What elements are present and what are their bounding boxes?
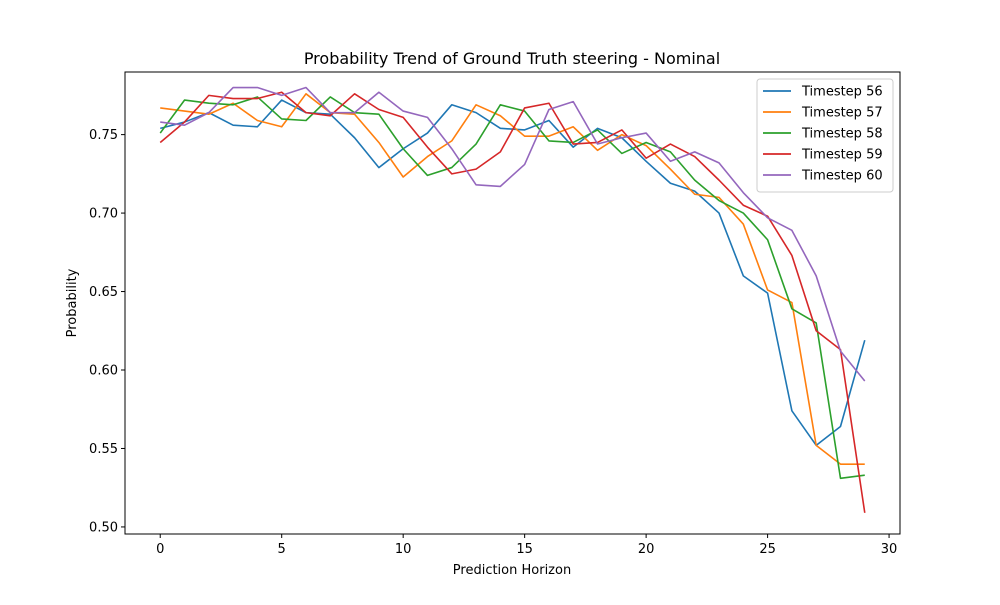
y-axis-label: Probability (65, 268, 80, 337)
x-tick-label: 15 (516, 542, 533, 557)
legend-entry-label: Timestep 57 (801, 106, 883, 121)
x-tick-label: 20 (638, 542, 655, 557)
legend-entry-label: Timestep 59 (801, 148, 883, 163)
axes-frame (124, 71, 901, 535)
x-axis: 0 5 10 15 20 25 30 (156, 534, 897, 557)
y-tick-label: 0.75 (89, 128, 118, 143)
y-tick-label: 0.65 (89, 285, 118, 300)
x-axis-label: Prediction Horizon (453, 563, 571, 578)
legend-box (756, 78, 894, 193)
x-tick-label: 0 (156, 542, 164, 557)
y-axis: 0.50 0.55 0.60 0.65 0.70 0.75 (89, 128, 125, 535)
series-line-timestep-57 (160, 93, 865, 465)
y-tick-label: 0.55 (89, 442, 118, 457)
legend-entry-label: Timestep 60 (801, 169, 883, 184)
x-tick-label: 30 (881, 542, 898, 557)
y-tick-label: 0.50 (89, 520, 118, 535)
chart-title: Probability Trend of Ground Truth steeri… (304, 49, 720, 68)
legend-entry-label: Timestep 58 (801, 127, 883, 142)
y-tick-label: 0.70 (89, 207, 118, 222)
legend-entry-label: Timestep 56 (801, 85, 883, 100)
series-line-timestep-60 (160, 86, 866, 382)
series-line-timestep-58 (159, 96, 865, 480)
x-tick-label: 25 (759, 542, 776, 557)
x-tick-label: 10 (395, 542, 412, 557)
x-tick-label: 5 (278, 542, 286, 557)
plot-area (159, 86, 866, 513)
legend: Timestep 56 Timestep 57 Timestep 58 Timeste… (756, 78, 894, 193)
y-tick-label: 0.60 (89, 364, 118, 379)
